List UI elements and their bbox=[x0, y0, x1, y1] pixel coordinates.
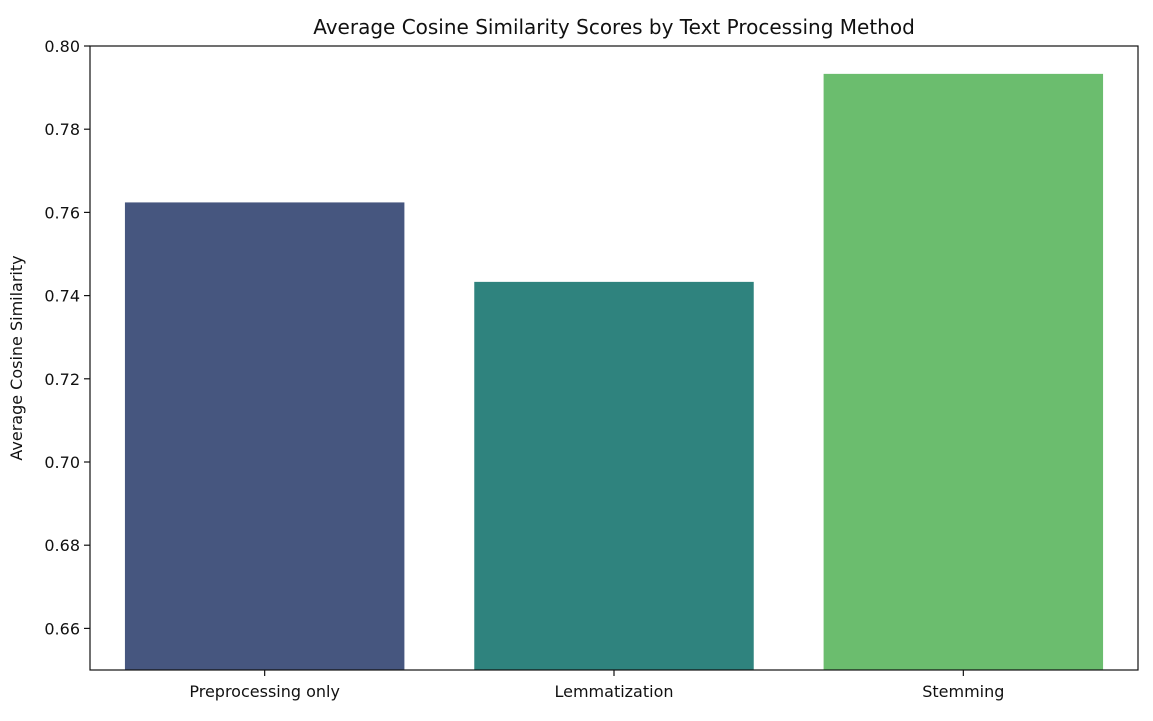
x-axis-ticks: Preprocessing only Lemmatization Stemming bbox=[189, 670, 1004, 701]
y-tick-label: 0.66 bbox=[44, 619, 80, 638]
y-axis-label: Average Cosine Similarity bbox=[7, 255, 26, 460]
y-tick-label: 0.74 bbox=[44, 287, 80, 306]
y-tick-label: 0.78 bbox=[44, 120, 80, 139]
y-axis-ticks: 0.66 0.68 0.70 0.72 0.74 0.76 0.78 0.80 bbox=[44, 37, 90, 638]
x-tick-label: Preprocessing only bbox=[189, 682, 340, 701]
x-tick-label: Lemmatization bbox=[554, 682, 673, 701]
bar-preprocessing-only bbox=[124, 202, 405, 670]
y-tick-label: 0.80 bbox=[44, 37, 80, 56]
x-tick-label: Stemming bbox=[922, 682, 1004, 701]
y-tick-label: 0.76 bbox=[44, 203, 80, 222]
bar-stemming bbox=[823, 73, 1104, 670]
bar-lemmatization bbox=[474, 281, 754, 670]
bars-layer bbox=[124, 73, 1104, 670]
y-tick-label: 0.68 bbox=[44, 536, 80, 555]
plot-frame bbox=[89, 45, 1139, 671]
chart-title: Average Cosine Similarity Scores by Text… bbox=[313, 15, 915, 39]
y-tick-label: 0.72 bbox=[44, 370, 80, 389]
y-tick-label: 0.70 bbox=[44, 453, 80, 472]
